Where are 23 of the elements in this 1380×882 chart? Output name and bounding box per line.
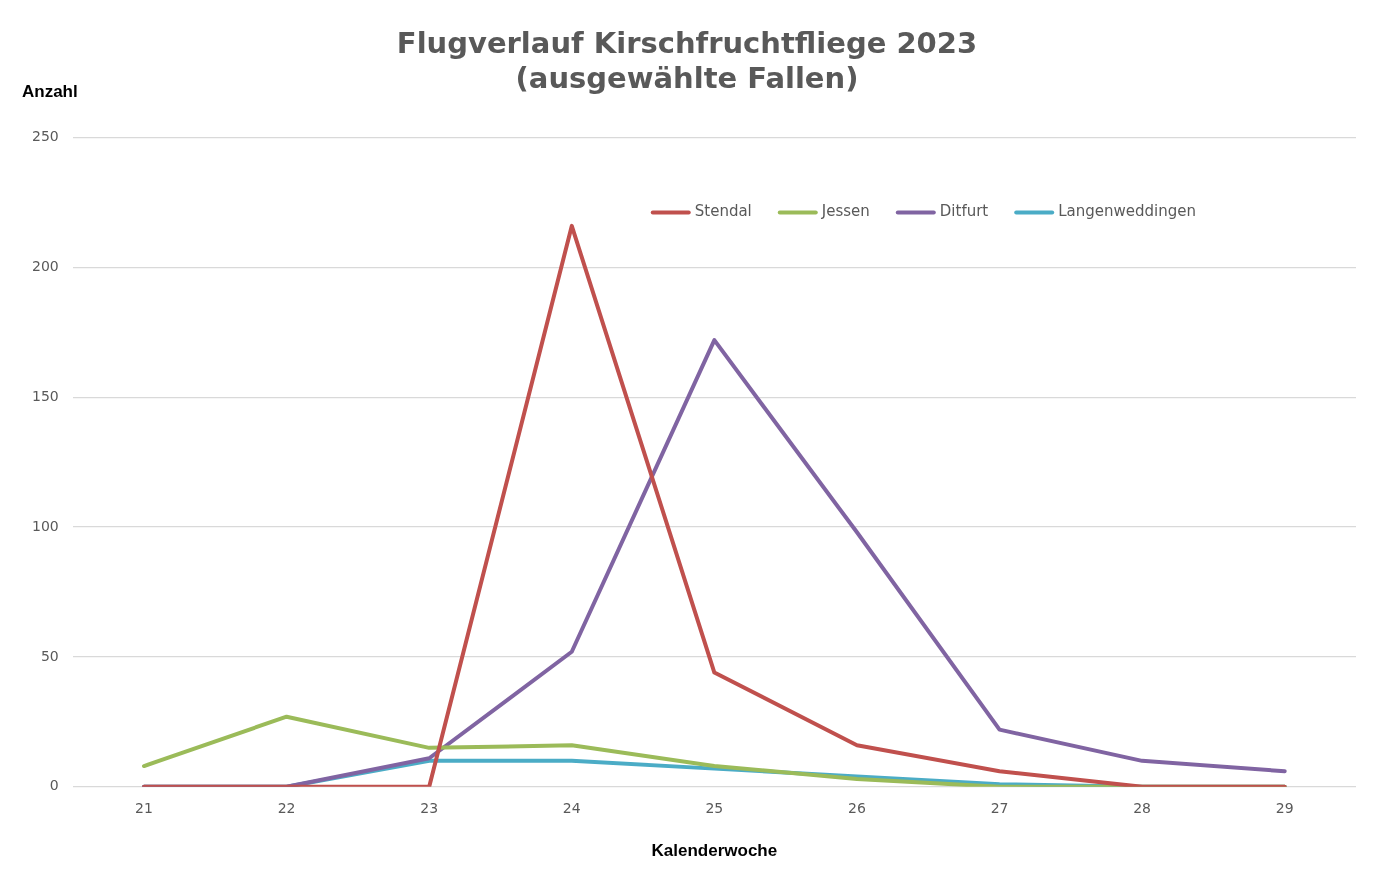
x-tick-label: 22 — [277, 799, 296, 816]
y-tick-label: 0 — [49, 777, 59, 794]
x-tick-label: 21 — [135, 799, 153, 816]
text: (ausgewählte Fallen) — [515, 60, 859, 95]
y-tick-label: 150 — [31, 387, 59, 404]
legend-label: Ditfurt — [939, 202, 989, 221]
text: Flugverlauf Kirschfruchtfliege 2023 — [396, 25, 978, 60]
y-tick-label: 250 — [31, 128, 59, 145]
y-axis-title: Anzahl — [22, 81, 78, 101]
legend-label: Jessen — [820, 202, 870, 221]
x-tick-label: 29 — [1275, 799, 1294, 816]
x-tick-label: 24 — [562, 799, 581, 816]
x-tick-label: 23 — [420, 799, 439, 816]
y-tick-label: 50 — [40, 647, 59, 664]
x-tick-label: 28 — [1133, 799, 1152, 816]
x-tick-label: 26 — [848, 799, 866, 816]
x-axis-title: Kalenderwoche — [651, 841, 778, 861]
legend-label: Langenweddingen — [1058, 202, 1197, 221]
x-tick-label: 27 — [990, 799, 1009, 816]
x-tick-label: 25 — [705, 799, 724, 816]
y-tick-label: 100 — [31, 517, 59, 534]
legend-label: Stendal — [694, 202, 752, 221]
y-tick-label: 200 — [31, 258, 59, 275]
